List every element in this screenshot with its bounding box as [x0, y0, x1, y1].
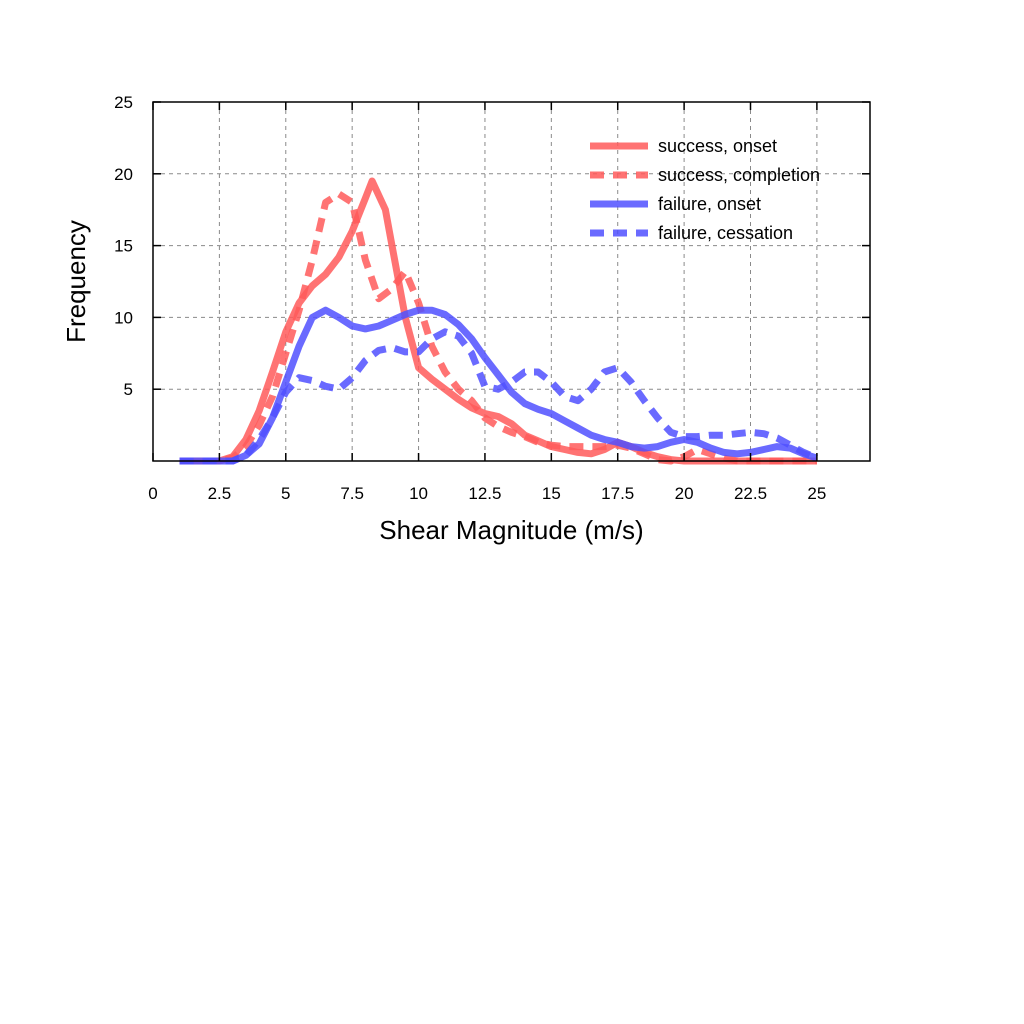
x-axis-title: Shear Magnitude (m/s)	[379, 515, 643, 545]
y-tick-label: 10	[114, 308, 133, 327]
y-axis-title: Frequency	[61, 220, 91, 343]
x-tick-label: 25	[807, 484, 826, 503]
x-tick-label: 15	[542, 484, 561, 503]
plot-frame	[152, 101, 871, 462]
series-line-3	[179, 306, 818, 465]
x-tick-label: 0	[148, 484, 157, 503]
x-tick-label: 5	[281, 484, 290, 503]
legend-label-4: failure, cessation	[658, 223, 793, 243]
legend-label-3: failure, onset	[658, 194, 761, 214]
legend-label-2: success, completion	[658, 165, 820, 185]
legend: success, onset success, completion failure…	[590, 136, 820, 243]
x-tick-label: 12.5	[468, 484, 501, 503]
grid-lines	[153, 102, 870, 461]
x-tick-label: 10	[409, 484, 428, 503]
y-tick-label: 5	[124, 380, 133, 399]
x-tick-label: 22.5	[734, 484, 767, 503]
legend-label-1: success, onset	[658, 136, 777, 156]
series-line-2	[179, 190, 817, 465]
x-tick-label: 20	[675, 484, 694, 503]
y-tick-label: 20	[114, 165, 133, 184]
x-tick-label: 7.5	[340, 484, 364, 503]
y-tick-label: 15	[114, 237, 133, 256]
series-line-4	[179, 328, 819, 465]
axis-ticks: 0 2.5 5 7.5 10 12.5 15 17.5 20 22.5 25 5 10 15 20 25	[114, 93, 870, 503]
x-tick-label: 17.5	[601, 484, 634, 503]
x-tick-label: 2.5	[208, 484, 232, 503]
y-tick-label: 25	[114, 93, 133, 112]
